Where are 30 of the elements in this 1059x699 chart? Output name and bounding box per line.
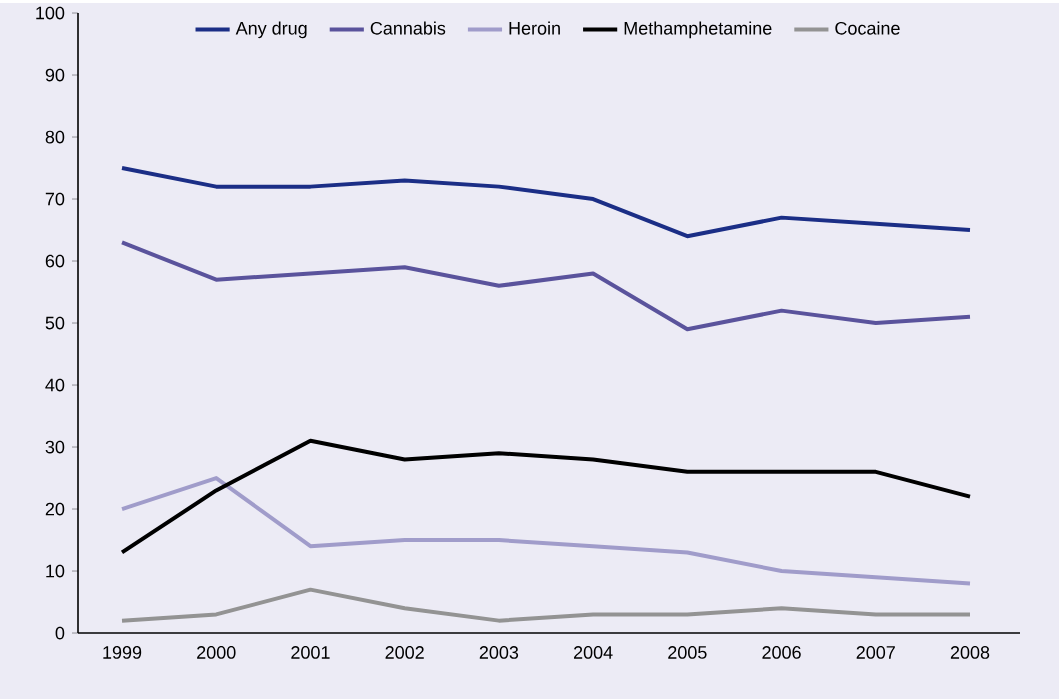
legend-label: Heroin <box>509 21 560 35</box>
legend-label: Any drug <box>235 21 307 39</box>
y-tick-label: 70 <box>45 192 65 206</box>
x-tick-label: 2003 <box>479 646 519 659</box>
y-tick-label: 100 <box>36 6 65 20</box>
y-tick-label: 90 <box>45 68 65 82</box>
y-tick-label: 30 <box>45 440 65 454</box>
y-tick-label: 20 <box>45 502 65 516</box>
x-tick-label: 2002 <box>385 646 424 659</box>
x-tick-label: 2006 <box>762 646 801 659</box>
y-tick-label: 60 <box>45 254 65 268</box>
y-tick-label: 40 <box>45 378 65 392</box>
y-tick-label: 0 <box>55 626 65 640</box>
line-series <box>120 240 972 332</box>
legend-label: Cocaine <box>835 21 900 35</box>
x-tick-label: 2004 <box>574 646 613 659</box>
y-tick-label: 80 <box>45 130 65 144</box>
legend-label: Cannabis <box>370 21 446 35</box>
y-tick-label: 50 <box>45 316 65 330</box>
line-series <box>120 166 972 239</box>
x-tick-label: 2008 <box>950 646 990 659</box>
x-tick-label: 2007 <box>856 646 895 659</box>
x-tick-label: 1999 <box>103 646 142 659</box>
y-tick-label: 10 <box>46 564 65 578</box>
x-tick-label: 2000 <box>197 646 236 659</box>
line-series <box>120 476 972 586</box>
x-tick-label: 2001 <box>291 646 330 659</box>
legend-label: Methamphetamine <box>624 21 772 39</box>
line-series <box>120 587 972 623</box>
x-tick-label: 2005 <box>668 646 707 659</box>
